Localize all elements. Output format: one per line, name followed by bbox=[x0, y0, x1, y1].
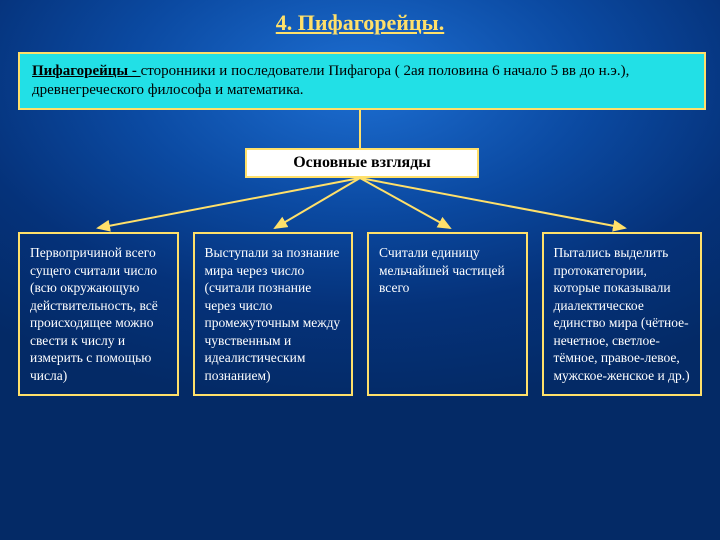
slide-title: 4. Пифагорейцы. bbox=[0, 10, 720, 36]
cards-row: Первопричиной всего сущего считали число… bbox=[18, 232, 702, 396]
definition-term: Пифагорейцы - bbox=[32, 63, 141, 79]
main-views-box: Основные взгляды bbox=[245, 148, 479, 178]
card-1: Первопричиной всего сущего считали число… bbox=[18, 232, 179, 396]
card-4: Пытались выделить протокатегории, которы… bbox=[542, 232, 703, 396]
card-2: Выступали за познание мира через число (… bbox=[193, 232, 354, 396]
card-3: Считали единицу мельчайшей частицей всег… bbox=[367, 232, 528, 396]
slide: 4. Пифагорейцы. Пифагорейцы - сторонники… bbox=[0, 0, 720, 540]
connector-def-to-mainviews bbox=[359, 108, 361, 148]
definition-box: Пифагорейцы - сторонники и последователи… bbox=[18, 52, 706, 110]
